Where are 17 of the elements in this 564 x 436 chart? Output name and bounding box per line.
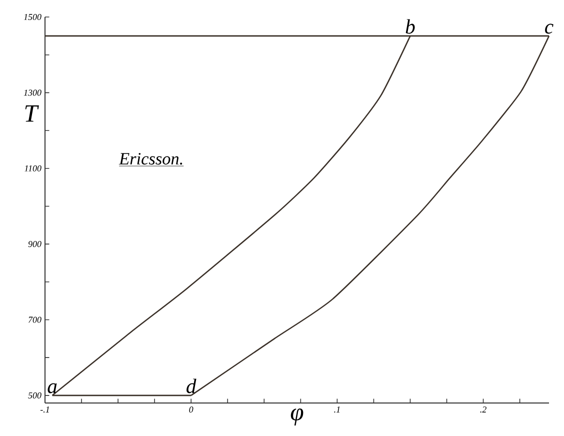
y-tick-label: 1100 <box>24 165 42 172</box>
x-tick-label: -.1 <box>40 406 49 413</box>
annotation: Ericsson. <box>118 152 182 165</box>
annotation: c <box>545 24 554 34</box>
y-tick-label: 500 <box>28 392 42 398</box>
x-tick-label: .2 <box>480 406 486 413</box>
x-tick-label: .1 <box>334 406 340 413</box>
y-tick-label: 1500 <box>24 14 42 20</box>
y-tick-label: 900 <box>28 241 42 248</box>
annotation: a <box>48 383 57 394</box>
annotation: d <box>186 378 196 394</box>
annotation: b <box>406 19 415 34</box>
y-tick-label: 700 <box>28 316 42 323</box>
x-axis-title: φ <box>290 408 304 426</box>
x-tick-label: 0 <box>189 406 194 413</box>
y-axis-title: T <box>25 105 39 122</box>
y-tick-label: 1300 <box>24 90 42 96</box>
